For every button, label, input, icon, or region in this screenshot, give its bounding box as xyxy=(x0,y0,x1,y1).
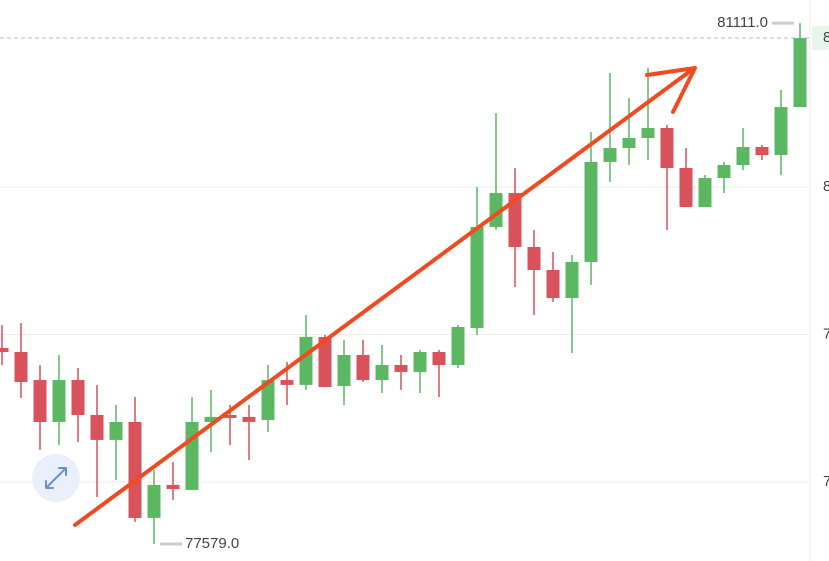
candle-body xyxy=(736,147,750,166)
candle-body xyxy=(52,380,66,422)
candle-body xyxy=(679,167,693,208)
candle-body xyxy=(413,352,427,372)
candle-body xyxy=(166,484,180,490)
trend-arrow xyxy=(73,66,697,527)
candle-body xyxy=(565,261,579,299)
candle-body xyxy=(128,421,142,518)
candle-body xyxy=(755,147,769,155)
low-label: 77579.0 xyxy=(185,535,239,552)
candle-body xyxy=(14,352,28,382)
candle-body xyxy=(641,128,655,139)
candle-body xyxy=(0,348,9,353)
candle-body xyxy=(603,148,617,162)
candle-body xyxy=(109,421,123,440)
current-price-badge xyxy=(812,26,829,51)
candle-body xyxy=(71,380,85,415)
candle-body xyxy=(147,484,161,518)
high-label: 81111.0 xyxy=(717,14,768,31)
candle-body xyxy=(33,380,47,422)
y-tick-label: 78000 xyxy=(823,473,829,490)
candle-body xyxy=(356,354,370,381)
candle-body xyxy=(546,270,560,299)
candle-body xyxy=(337,354,351,386)
candle-body xyxy=(261,380,275,421)
candle-body xyxy=(622,138,636,149)
candle-body xyxy=(451,326,465,366)
candle-body xyxy=(318,336,332,387)
candle-body xyxy=(394,365,408,372)
candle-body xyxy=(774,107,788,155)
candle-body xyxy=(299,336,313,385)
candle-body xyxy=(508,193,522,248)
candle-body xyxy=(242,416,256,422)
y-tick-label: 80000 xyxy=(823,178,829,195)
candle-body xyxy=(470,226,484,328)
y-tick-label: 79000 xyxy=(823,325,829,342)
candle-body xyxy=(698,178,712,208)
candle-body xyxy=(793,38,807,108)
expand-button[interactable] xyxy=(32,454,80,502)
candle-body xyxy=(223,414,237,418)
candle-body xyxy=(717,165,731,179)
candle-body xyxy=(584,161,598,262)
candle-body xyxy=(660,128,674,168)
candle-body xyxy=(280,380,294,385)
candle-body xyxy=(90,414,104,440)
candle-body xyxy=(185,421,199,490)
current-price-label: 81010 xyxy=(823,29,829,46)
candle-body xyxy=(527,247,541,271)
candle-body xyxy=(375,365,389,381)
candle-body xyxy=(204,416,218,422)
candle-body xyxy=(432,352,446,366)
